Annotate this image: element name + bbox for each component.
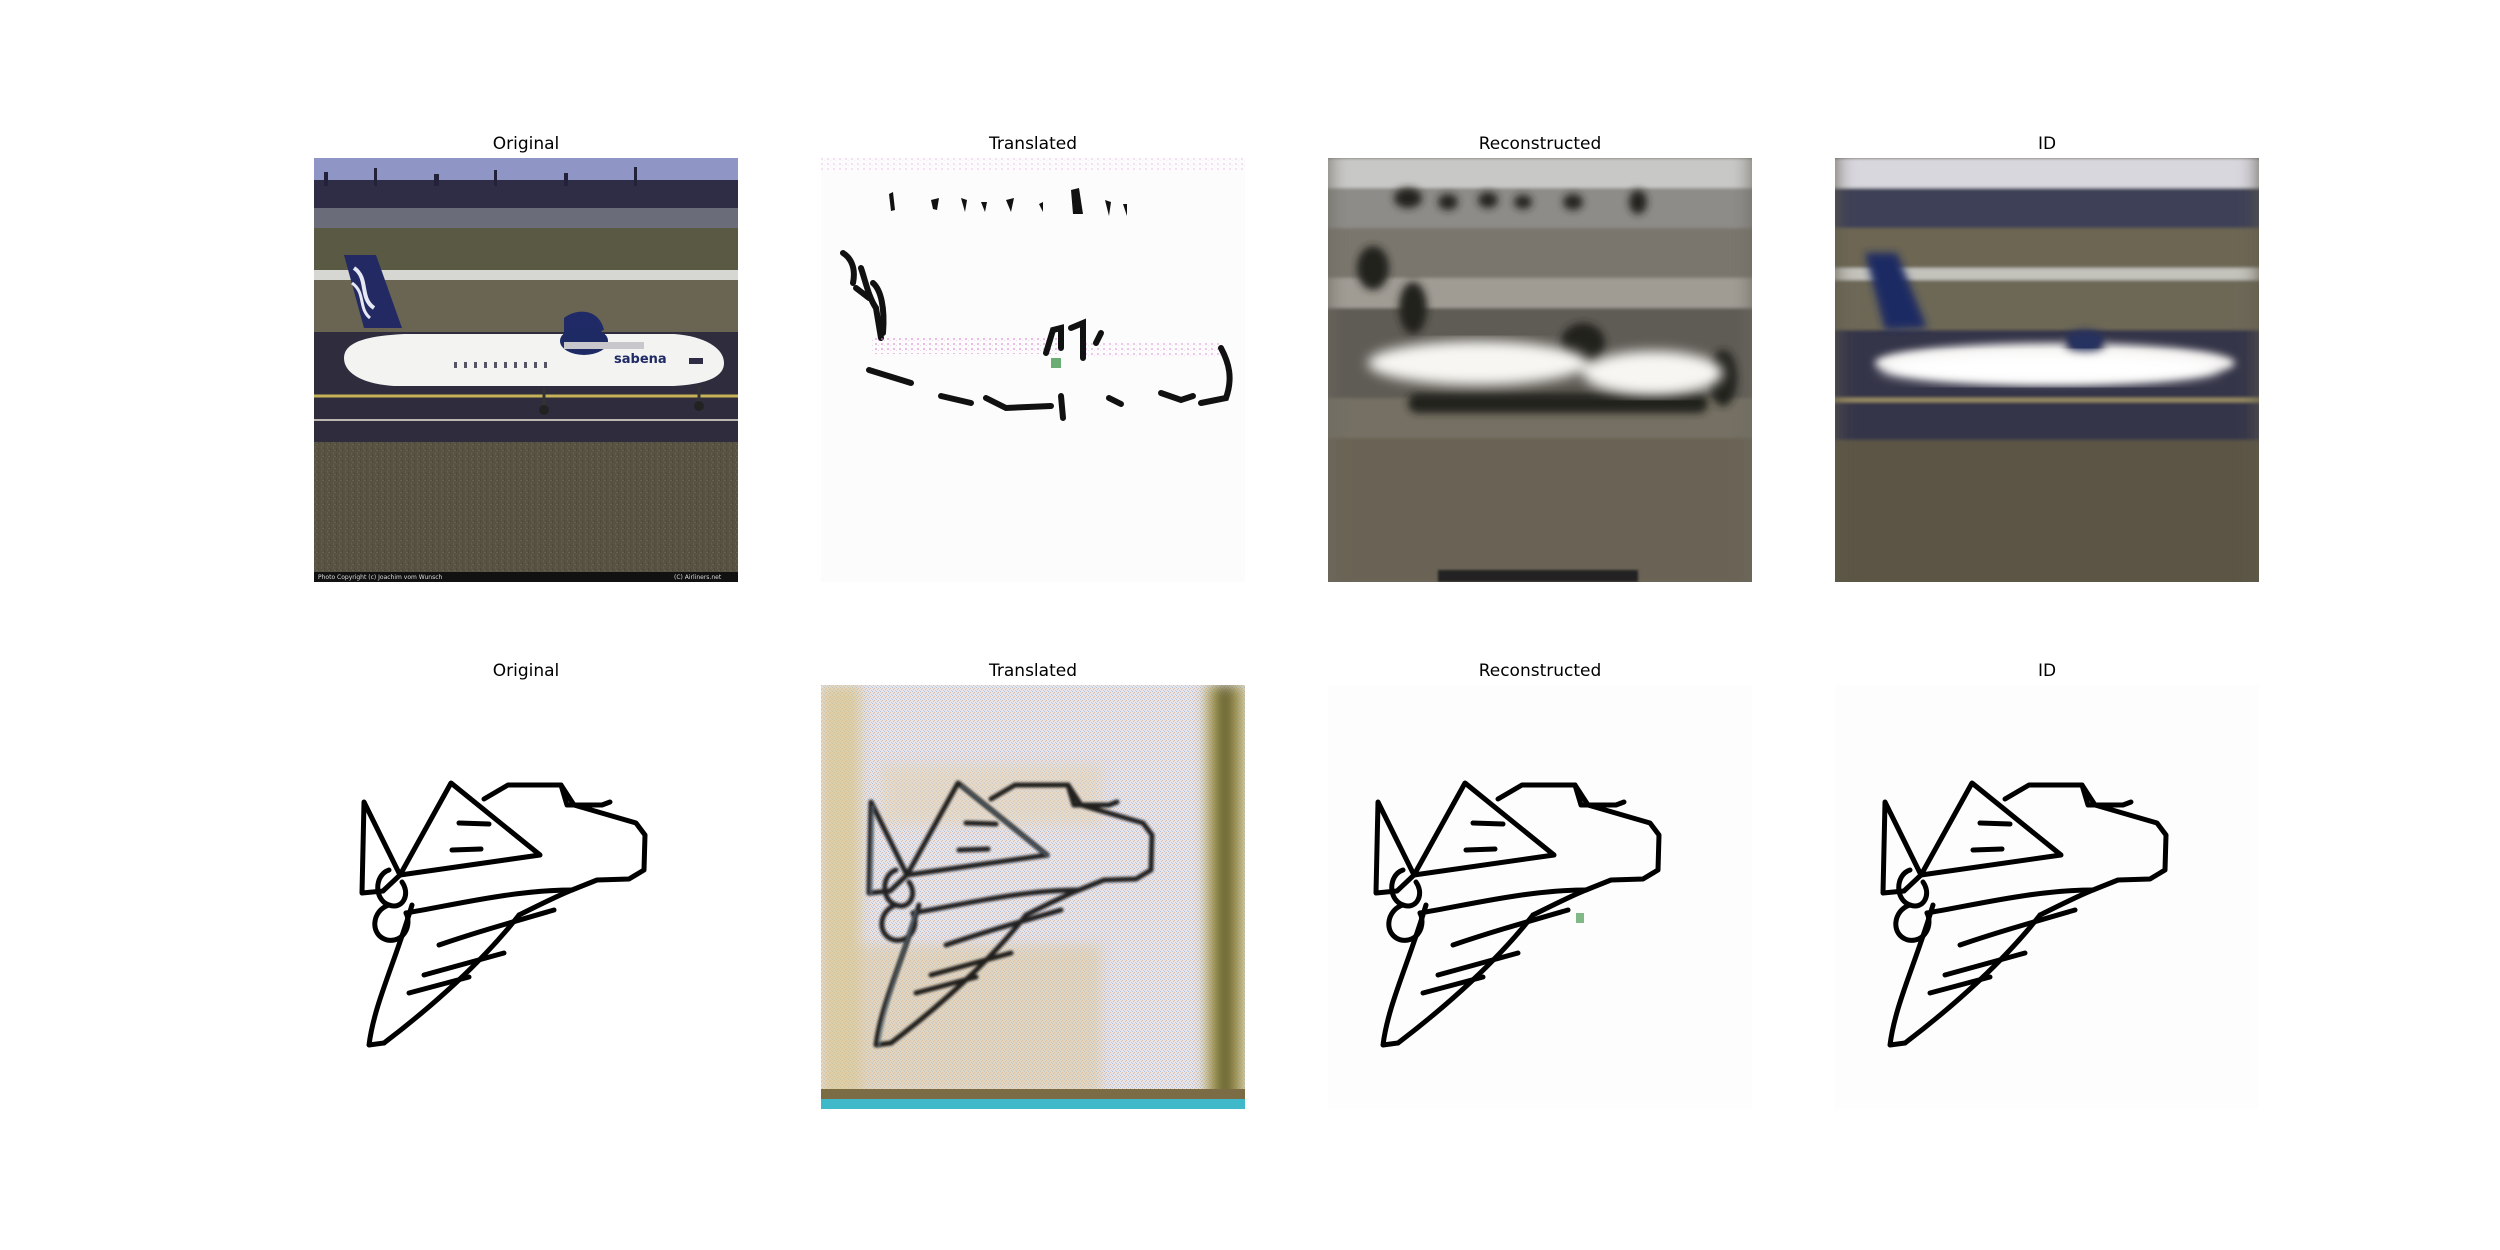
panel-title-original: Original: [492, 134, 560, 154]
panel-title-reconstructed: Reconstructed: [1478, 661, 1602, 681]
panel-title-id: ID: [2037, 134, 2057, 154]
panel-title-translated: Translated: [989, 134, 1077, 154]
panel-title-reconstructed: Reconstructed: [1478, 134, 1602, 154]
watermark-left: Photo Copyright (c) Joachim vom Wunsch: [318, 574, 442, 581]
translated-sketch-image: [821, 158, 1245, 582]
original-sketch-image: [314, 685, 738, 1109]
id-sketch-image: [1835, 685, 2259, 1109]
panel-title-translated: Translated: [989, 661, 1077, 681]
original-photo-image: sabena Photo Copyright (c) Joachim vom W…: [314, 158, 738, 582]
id-photo-image: [1835, 158, 2259, 582]
panel-title-id: ID: [2037, 661, 2057, 681]
reconstructed-sketch-image: [1328, 685, 1752, 1109]
panel-title-original: Original: [492, 661, 560, 681]
reconstructed-photo-image: [1328, 158, 1752, 582]
translated-photo-image: [821, 685, 1245, 1109]
watermark-right: (C) Airliners.net: [674, 574, 722, 581]
svg-text:sabena: sabena: [614, 352, 667, 367]
